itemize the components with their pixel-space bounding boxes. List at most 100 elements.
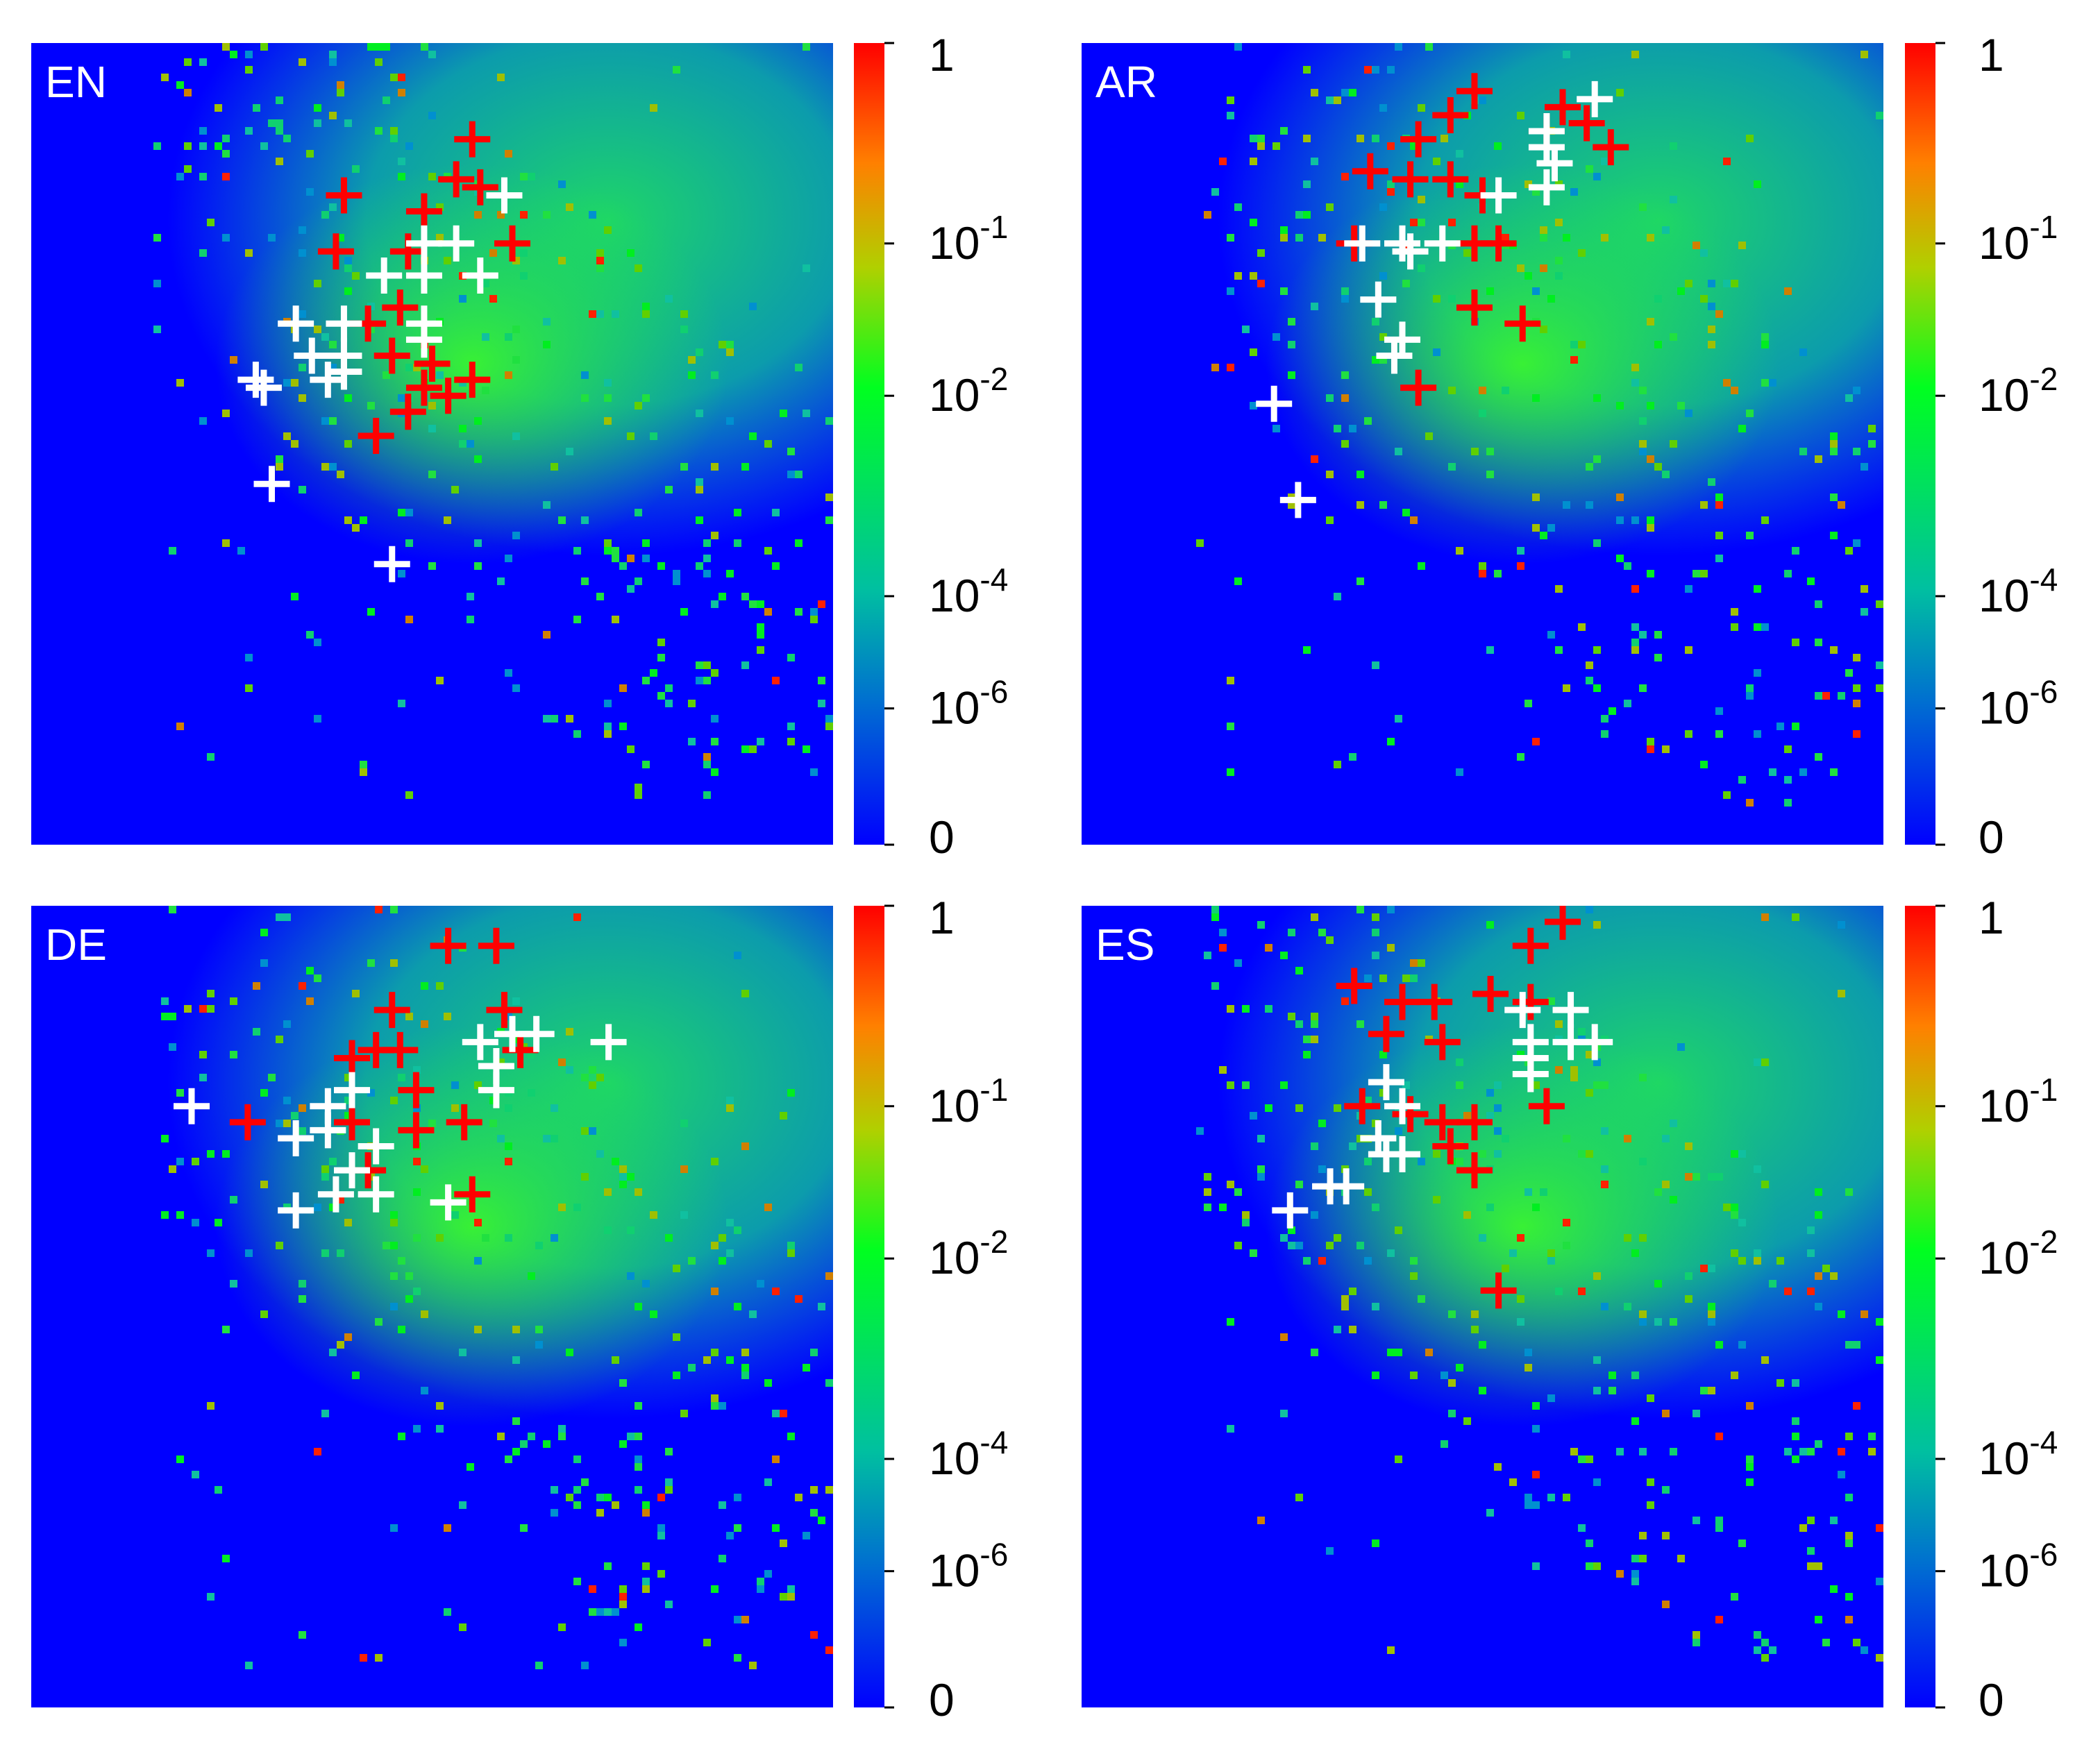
heatmap-cell [1219,944,1227,952]
heatmap-cell [1746,1402,1754,1410]
heatmap-cell [405,1013,413,1020]
heatmap-cell [787,471,795,478]
heatmap-cell [1349,89,1356,96]
heatmap-cell [1815,1562,1822,1570]
heatmap-cell [749,1310,757,1318]
white-marker [1368,1064,1404,1101]
heatmap-cell [1731,1150,1738,1158]
heatmap-cell [474,1257,482,1265]
heatmap-cell [635,1303,642,1310]
heatmap-cell [1311,1211,1318,1219]
heatmap-cell [428,562,436,570]
red-marker [1384,984,1420,1020]
heatmap-cell [657,1532,665,1539]
heatmap-cell [1670,1318,1677,1326]
heatmap-cell [1754,1249,1761,1257]
heatmap-cell [1876,1524,1883,1532]
heatmap-cell [459,440,467,448]
heatmap-cell [1715,532,1723,539]
heatmap-cell [1876,661,1883,669]
heatmap-cell [1242,1005,1250,1013]
white-marker [1504,992,1541,1029]
heatmap-cell [1379,203,1387,211]
heatmap-cell [1280,127,1288,135]
heatmap-cell [1418,959,1425,967]
heatmap-cell [1807,1517,1815,1524]
heatmap-cell [787,448,795,455]
heatmap-cell [1715,501,1723,509]
heatmap-cell [558,516,566,524]
heatmap-cell [1608,1387,1616,1394]
heatmap-cell [612,1158,619,1165]
heatmap-cell [1295,1181,1303,1188]
heatmap-cell [1372,135,1379,142]
colorbar-tick-label: 1 [1979,892,2004,943]
heatmap-cell [604,539,612,547]
heatmap-cell [589,1127,596,1135]
heatmap-cell [1379,272,1387,280]
heatmap-cell [520,272,528,280]
heatmap-cell [1662,745,1670,753]
heatmap-cell [1234,1242,1242,1249]
heatmap-cell [1540,326,1547,333]
heatmap-cell [436,1402,444,1410]
heatmap-cell [153,142,161,150]
heatmap-cell [1410,974,1418,982]
heatmap-cell [665,684,673,692]
heatmap-cell [276,1120,283,1127]
heatmap-cell [222,135,230,142]
heatmap-cell [612,310,619,318]
heatmap-cell [551,1486,558,1494]
heatmap-cell [650,432,657,440]
heatmap-cell [192,1219,199,1226]
heatmap-cell [780,1593,787,1601]
heatmap-cell [528,1272,535,1280]
heatmap-cell [1815,753,1822,761]
heatmap-cell [780,1410,787,1417]
heatmap-cell [1272,333,1280,341]
heatmap-cell [795,364,803,371]
heatmap-cell [1647,455,1654,463]
heatmap-cell [199,142,207,150]
heatmap-cell [1250,135,1257,142]
heatmap-cell [726,1097,734,1104]
heatmap-cell [520,1524,528,1532]
heatmap-cell [1670,333,1677,341]
heatmap-cell [1776,1257,1784,1265]
heatmap-cell [1746,135,1754,142]
heatmap-cell [207,1249,215,1257]
heatmap-cell [520,249,528,257]
heatmap-cell [497,1058,505,1066]
heatmap-cell [1631,639,1639,646]
heatmap-cell [1845,669,1853,677]
white-marker [1528,169,1565,205]
heatmap-cell [390,906,398,913]
heatmap-cell [1311,1036,1318,1043]
colorbar-tick-label: 1 [929,29,955,81]
heatmap-cell [688,700,696,707]
heatmap-cell [657,639,665,646]
heatmap-cell [1395,1127,1402,1135]
heatmap-cell [1341,1295,1349,1303]
heatmap-cell [803,1364,810,1372]
heatmap-cell [299,310,306,318]
heatmap-cell [1479,570,1486,577]
heatmap-cell [818,600,825,608]
heatmap-cell [581,394,589,402]
heatmap-cell [780,410,787,417]
heatmap-cell [604,417,612,425]
heatmap-cell [1349,1326,1356,1333]
heatmap-cell [260,142,268,150]
heatmap-cell [1792,1433,1799,1440]
heatmap-cell [1731,1372,1738,1379]
heatmap-cell [436,1425,444,1433]
heatmap-cell [619,1639,627,1646]
white-marker [1577,81,1613,117]
heatmap-cell [398,700,405,707]
heatmap-cell [1440,135,1448,142]
heatmap-cell [505,333,512,341]
heatmap-cell [1662,1135,1670,1142]
heatmap-cell [1418,1158,1425,1165]
heatmap-cell [596,249,604,257]
heatmap-cell [612,1608,619,1616]
